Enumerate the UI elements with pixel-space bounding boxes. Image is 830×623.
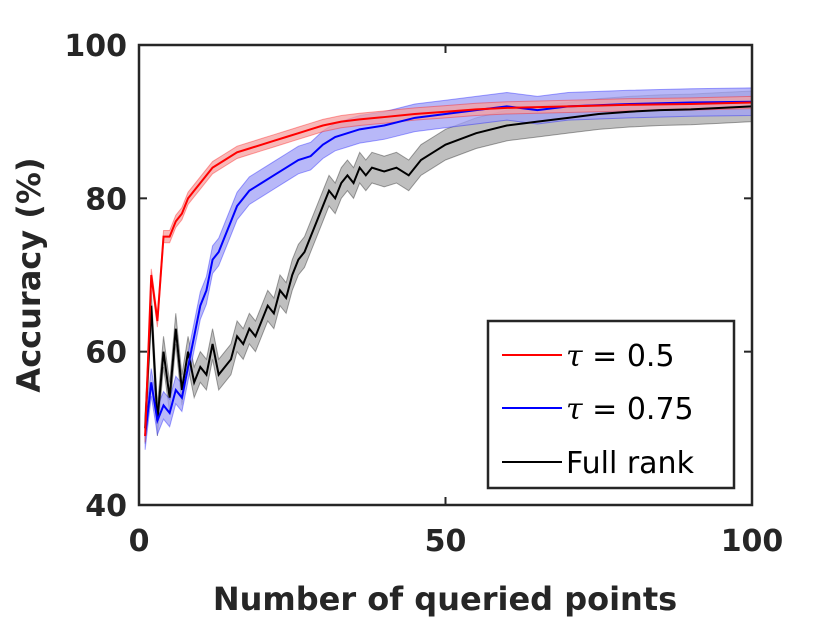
legend-label-0: τ = 0.5 (566, 339, 675, 374)
y-tick-label: 60 (85, 336, 127, 371)
x-tick-label: 50 (425, 524, 467, 559)
x-axis-title: Number of queried points (213, 580, 677, 618)
legend: τ = 0.5 τ = 0.75 Full rank (486, 319, 736, 490)
legend-label-2: Full rank (566, 446, 695, 481)
y-tick-label: 40 (85, 489, 127, 524)
legend-label-1: τ = 0.75 (566, 392, 694, 427)
x-tick-label: 100 (721, 524, 784, 559)
x-tick-label: 0 (129, 524, 150, 559)
series-2-line (144, 105, 753, 429)
y-axis-title: Accuracy (%) (10, 157, 48, 392)
series-0-line (144, 101, 753, 437)
legend-box (486, 319, 736, 490)
y-tick-label: 80 (85, 182, 127, 217)
y-tick-label: 100 (64, 29, 127, 64)
